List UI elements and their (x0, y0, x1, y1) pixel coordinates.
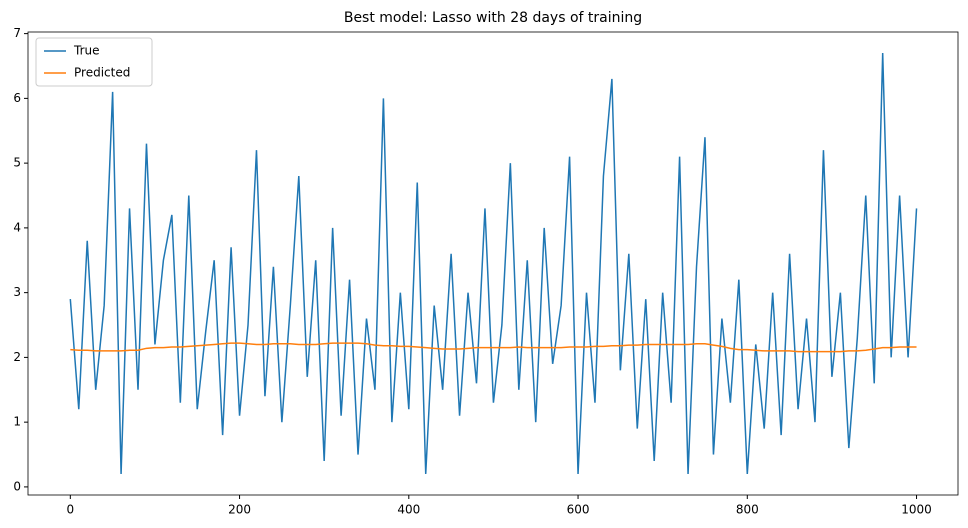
y-tick-label: 0 (13, 479, 21, 493)
series-line (70, 342, 917, 353)
x-tick-label: 1000 (901, 503, 932, 517)
y-tick-label: 7 (13, 26, 21, 40)
y-tick-label: 1 (13, 415, 21, 429)
y-tick-label: 6 (13, 91, 21, 105)
y-tick-label: 5 (13, 156, 21, 170)
x-tick-label: 200 (228, 503, 251, 517)
x-tick-label: 600 (567, 503, 590, 517)
legend: True Predicted (35, 37, 153, 87)
y-tick-label: 4 (13, 220, 21, 234)
chart-title: Best model: Lasso with 28 days of traini… (344, 10, 642, 26)
x-tick-label: 0 (66, 503, 74, 517)
legend-label: Predicted (74, 66, 130, 80)
legend-box (35, 37, 153, 87)
y-tick-label: 2 (13, 350, 21, 364)
x-tick-label: 800 (736, 503, 759, 517)
legend-label: True (73, 44, 100, 58)
x-tick-label: 400 (397, 503, 420, 517)
plot-frame (27, 31, 959, 496)
y-tick-label: 3 (13, 285, 21, 299)
series-line (69, 53, 918, 475)
